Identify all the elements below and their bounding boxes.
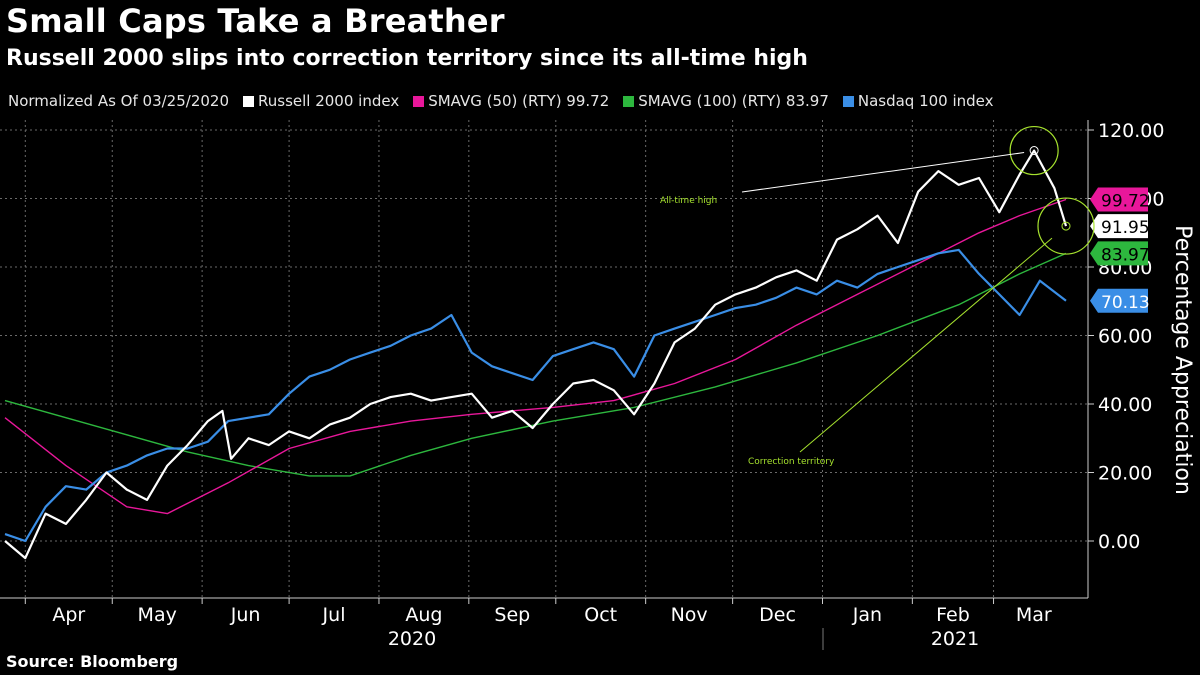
annotation-circle-high	[1009, 125, 1059, 176]
legend-item-nasdaq: Nasdaq 100 index	[842, 92, 994, 110]
chart-subtitle: Russell 2000 slips into correction terri…	[6, 46, 808, 71]
x-tick-label: Jun	[230, 604, 261, 626]
x-tick-label: Dec	[759, 604, 796, 626]
last-value-tag-nasdaq100	[1090, 288, 1148, 313]
legend: Normalized As Of 03/25/2020 Russell 2000…	[8, 90, 1008, 112]
series-line-sma50	[4, 198, 1067, 515]
x-tick-label: Nov	[671, 604, 708, 626]
legend-swatch-sma50	[413, 95, 425, 107]
legend-swatch-russell	[243, 95, 254, 107]
x-tick-label: Feb	[936, 604, 970, 626]
x-tick-label: Sep	[494, 604, 530, 626]
annotation-circle-correction	[1037, 197, 1095, 255]
last-value-tag-russell2000-text: 91.95	[1101, 218, 1150, 238]
legend-normalized-label: Normalized As Of 03/25/2020	[8, 92, 229, 110]
x-year-label: 2020	[388, 628, 436, 650]
y-tick-label: 0.00	[1098, 531, 1140, 553]
x-tick-label: Aug	[405, 604, 442, 626]
annotation-arrow-correction	[799, 237, 1053, 453]
legend-swatch-nasdaq	[842, 95, 854, 107]
last-value-tag-sma100-text: 83.97	[1101, 245, 1150, 265]
annotation-label-correction: Correction territory	[748, 457, 835, 467]
x-tick-label: Jul	[322, 604, 346, 626]
x-tick-label: Jan	[852, 604, 882, 626]
annotation-arrow-high	[741, 152, 1025, 193]
legend-label-nasdaq: Nasdaq 100 index	[857, 92, 994, 110]
x-year-label: 2021	[931, 628, 979, 650]
series-line-sma100	[4, 252, 1067, 477]
last-value-tag-sma100	[1090, 241, 1148, 266]
y-tick-label: 120.00	[1098, 120, 1164, 142]
legend-label-sma100: SMAVG (100) (RTY) 83.97	[638, 92, 829, 110]
series-line-russell2000	[4, 149, 1068, 560]
last-value-tag-nasdaq100-text: 70.13	[1101, 293, 1150, 313]
legend-item-russell: Russell 2000 index	[243, 92, 399, 110]
x-tick-label: Apr	[52, 604, 85, 626]
x-tick-label: Mar	[1016, 604, 1052, 626]
last-value-tag-sma50	[1090, 187, 1148, 212]
x-tick-label: Oct	[584, 604, 617, 626]
annotation-dot-correction	[1061, 221, 1071, 231]
x-tick-label: May	[138, 604, 177, 626]
legend-normalized-note: Normalized As Of 03/25/2020	[8, 92, 229, 110]
legend-item-sma50: SMAVG (50) (RTY) 99.72	[413, 92, 609, 110]
last-value-tag-russell2000	[1090, 214, 1148, 239]
source-note: Source: Bloomberg	[6, 652, 179, 671]
annotation-dot-high	[1029, 146, 1039, 156]
legend-label-sma50: SMAVG (50) (RTY) 99.72	[428, 92, 610, 110]
legend-item-sma100: SMAVG (100) (RTY) 83.97	[623, 92, 829, 110]
y-tick-label: 40.00	[1098, 394, 1152, 416]
legend-swatch-sma100	[623, 95, 635, 107]
y-tick-label: 20.00	[1098, 463, 1152, 485]
annotation-label-high: All-time high	[660, 196, 717, 206]
y-tick-label: 60.00	[1098, 326, 1152, 348]
legend-label-russell: Russell 2000 index	[258, 92, 400, 110]
series-line-nasdaq100	[4, 248, 1067, 543]
last-value-tag-sma50-text: 99.72	[1101, 191, 1150, 211]
y-axis-title: Percentage Appreciation	[1170, 225, 1195, 495]
chart-title: Small Caps Take a Breather	[6, 2, 505, 40]
